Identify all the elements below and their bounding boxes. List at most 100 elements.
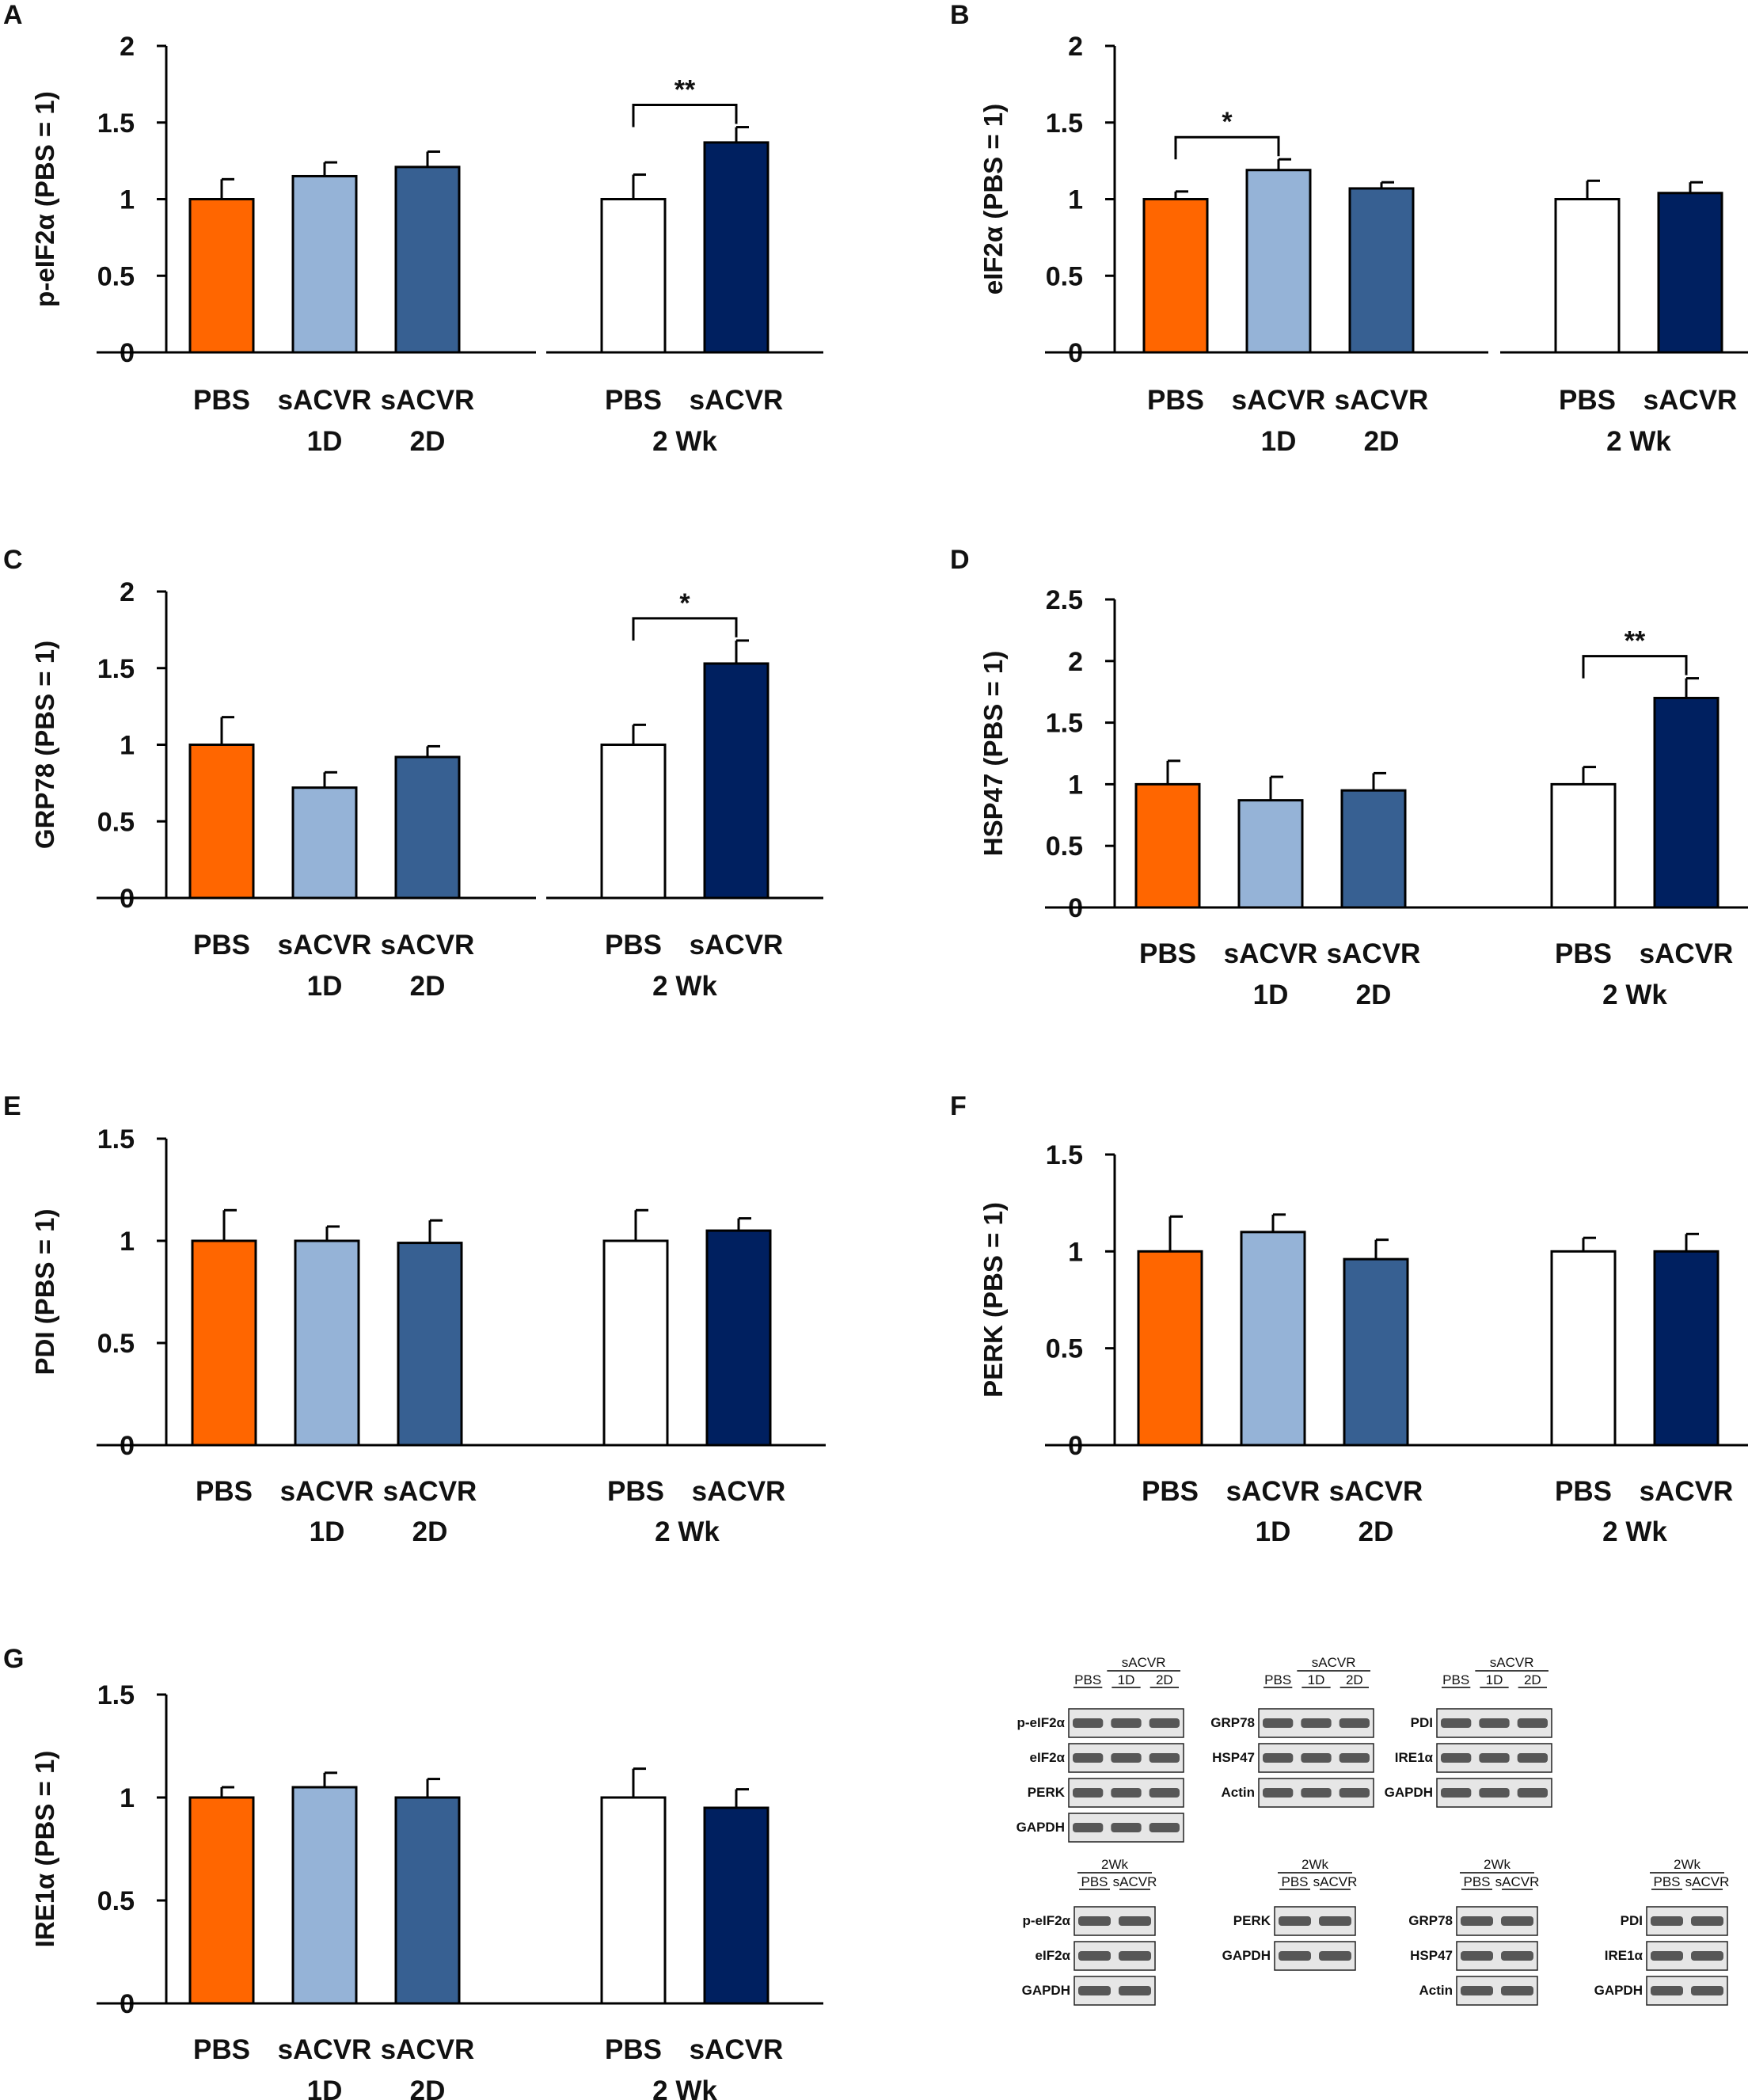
blot-band xyxy=(1651,1916,1683,1926)
x-tick-label: sACVR xyxy=(278,385,372,416)
x-tick-label: sACVR xyxy=(381,930,475,961)
y-axis-label: PERK (PBS = 1) xyxy=(978,1202,1008,1398)
x-tick-label: sACVR xyxy=(381,385,475,416)
blot-lane-label: sACVR xyxy=(1495,1874,1540,1889)
x-tick-label: sACVR xyxy=(1640,1476,1734,1507)
blot-lane-label: PBS xyxy=(1264,1672,1291,1687)
bar-sacvr-2d xyxy=(1343,1257,1409,1447)
y-tick-label: 0.5 xyxy=(97,1886,135,1916)
blot-lane-label: 2D xyxy=(1156,1672,1173,1687)
bar-sacvr-2d xyxy=(394,755,461,900)
blot-band xyxy=(1339,1718,1370,1728)
x-tick-label: PBS xyxy=(1555,1476,1612,1507)
blot-band xyxy=(1441,1718,1472,1728)
blot-band xyxy=(1119,1986,1151,1995)
blot-lane-label: 2D xyxy=(1524,1672,1541,1687)
bar-pbs-2wk xyxy=(600,1796,667,2005)
y-tick-label: 2 xyxy=(1068,647,1083,677)
blot-band-label: p-eIF2α xyxy=(1022,1913,1070,1928)
significance-marker: * xyxy=(1222,107,1233,137)
y-tick-label: 2 xyxy=(1068,32,1083,62)
blot-band xyxy=(1078,1951,1111,1961)
blot-band xyxy=(1119,1916,1151,1926)
blot-band xyxy=(1149,1718,1180,1728)
blot-band xyxy=(1651,1986,1683,1995)
bar-pbs xyxy=(1137,1250,1203,1447)
bar-pbs xyxy=(188,198,255,354)
blot-band-label: HSP47 xyxy=(1410,1948,1453,1963)
blot-band xyxy=(1279,1951,1311,1961)
blot-band-label: Actin xyxy=(1222,1785,1256,1800)
blot-band xyxy=(1111,1718,1142,1728)
x-sub-label: 2D xyxy=(410,2075,446,2100)
y-tick-label: 2.5 xyxy=(1046,585,1083,615)
x-sub-label: 2D xyxy=(410,971,446,1002)
y-tick-label: 1 xyxy=(120,731,135,761)
blot-lane-label: PBS xyxy=(1463,1874,1490,1889)
x-tick-label: sACVR xyxy=(690,385,784,416)
panel-label-d: D xyxy=(950,545,970,575)
y-tick-label: 1.5 xyxy=(97,654,135,684)
y-tick-label: 0.5 xyxy=(97,1329,135,1359)
x-tick-label: PBS xyxy=(605,930,662,961)
y-axis-label: HSP47 (PBS = 1) xyxy=(978,651,1008,857)
blot-lane-label: 2D xyxy=(1346,1672,1363,1687)
bar-pbs-2wk xyxy=(600,744,667,900)
significance-marker: * xyxy=(679,588,690,618)
x-tick-label: PBS xyxy=(605,385,662,416)
bar-sacvr-2d xyxy=(394,1796,461,2005)
blot-band-label: Actin xyxy=(1419,1983,1454,1998)
chart-d: HSP47 (PBS = 1)00.511.522.5PBSsACVR1DsAC… xyxy=(978,585,1748,1010)
blot-band-label: GRP78 xyxy=(1408,1913,1453,1928)
x-tick-label: PBS xyxy=(1559,385,1616,416)
bar-sacvr-2wk xyxy=(705,1229,772,1447)
blot-band xyxy=(1319,1916,1351,1926)
bar-sacvr-1d xyxy=(1237,799,1304,909)
x-tick-label: PBS xyxy=(605,2034,662,2065)
blot-band-label: IRE1α xyxy=(1605,1948,1644,1963)
blot-band xyxy=(1479,1753,1510,1763)
panel-label-a: A xyxy=(3,0,23,30)
blot-lane-label: sACVR xyxy=(1685,1874,1730,1889)
bar-sacvr-1d xyxy=(291,1786,358,2005)
y-axis-label: p-eIF2α (PBS = 1) xyxy=(30,91,59,306)
significance-bracket xyxy=(1174,135,1280,160)
blot-band xyxy=(1517,1753,1548,1763)
bar-pbs-2wk xyxy=(1550,782,1617,909)
group-label: 2 Wk xyxy=(652,971,717,1002)
blot-panel-3: sACVR PBS 1D 2D PDI IRE1α GAPDH xyxy=(1385,1655,1552,1808)
blot-band-label: eIF2α xyxy=(1030,1750,1066,1765)
bar-sacvr-2d xyxy=(1340,789,1407,909)
y-tick-label: 1.5 xyxy=(1046,1140,1083,1170)
bar-pbs xyxy=(1142,198,1209,354)
blot-band-label: GAPDH xyxy=(1222,1948,1271,1963)
x-sub-label: 2D xyxy=(412,1516,448,1547)
blot-band-label: PERK xyxy=(1233,1913,1271,1928)
bar-sacvr-1d xyxy=(1245,169,1312,354)
group-label: 2 Wk xyxy=(652,426,717,457)
x-tick-label: sACVR xyxy=(383,1476,477,1507)
chart-a: p-eIF2α (PBS = 1)00.511.52PBSsACVR1DsACV… xyxy=(30,32,823,457)
blot-band xyxy=(1073,1788,1104,1798)
x-tick-label: PBS xyxy=(1142,1476,1199,1507)
x-tick-label: PBS xyxy=(1139,938,1196,969)
blot-band xyxy=(1263,1788,1294,1798)
x-tick-label: sACVR xyxy=(690,930,784,961)
blot-band xyxy=(1517,1718,1548,1728)
panel-label-c: C xyxy=(3,545,23,575)
y-axis-label: eIF2α (PBS = 1) xyxy=(978,104,1008,295)
y-tick-label: 1.5 xyxy=(97,1680,135,1710)
bar-sacvr-1d xyxy=(291,786,358,900)
group-label: 2 Wk xyxy=(652,2075,717,2100)
bar-pbs xyxy=(188,1796,255,2005)
y-tick-label: 2 xyxy=(120,32,135,62)
blot-lane-label: sACVR xyxy=(1313,1874,1358,1889)
x-sub-label: 1D xyxy=(307,426,343,457)
blot-panel-4: 2Wk PBS sACVR p-eIF2α eIF2α GAPDH xyxy=(1022,1857,1157,2006)
blot-lane-label: PBS xyxy=(1281,1874,1308,1889)
blot-band xyxy=(1441,1753,1472,1763)
blot-panel-5: 2Wk PBS sACVR PERK GAPDH xyxy=(1222,1857,1358,1971)
x-tick-label: PBS xyxy=(196,1476,253,1507)
blot-group-label: 2Wk xyxy=(1302,1857,1329,1872)
bar-pbs xyxy=(191,1239,257,1447)
